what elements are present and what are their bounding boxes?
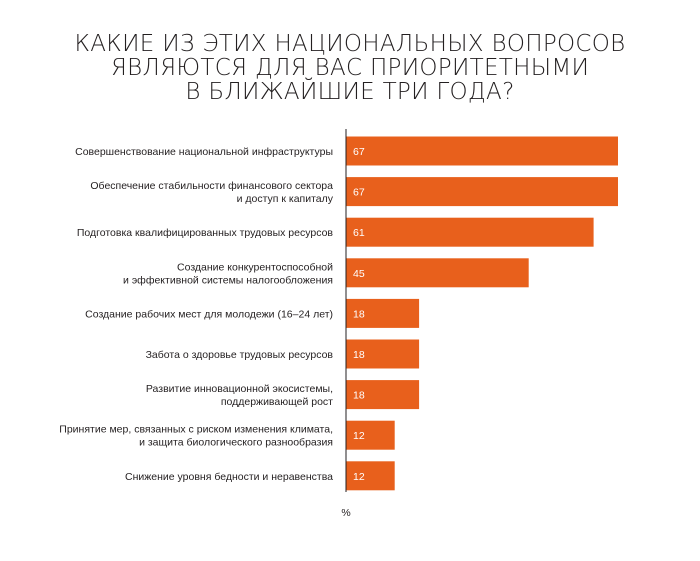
category-label: Развитие инновационной экосистемы, — [146, 383, 333, 395]
bar-value-label: 18 — [353, 349, 365, 361]
chart-title-line: ЯВЛЯЮТСЯ ДЛЯ ВАС ПРИОРИТЕТНЫМИ — [110, 55, 590, 81]
category-label: Снижение уровня бедности и неравенства — [125, 471, 333, 483]
chart-title: КАКИЕ ИЗ ЭТИХ НАЦИОНАЛЬНЫХ ВОПРОСОВ ЯВЛЯ… — [0, 32, 700, 104]
bar — [346, 380, 420, 410]
bar — [346, 258, 529, 288]
category-label: Создание конкурентоспособной — [177, 261, 333, 273]
chart-title-line: В БЛИЖАЙШИЕ ТРИ ГОДА? — [185, 79, 515, 105]
bar-value-label: 12 — [353, 471, 365, 483]
category-label: поддерживающей рост — [221, 396, 333, 408]
category-label: и доступ к капиталу — [237, 193, 334, 205]
bar-value-label: 18 — [353, 308, 365, 320]
category-label: Совершенствование национальной инфрастру… — [75, 146, 333, 158]
bar — [346, 298, 420, 328]
category-label: Обеспечение стабильности финансового сек… — [90, 180, 333, 192]
bar-value-label: 45 — [353, 268, 365, 280]
bar-value-label: 67 — [353, 187, 365, 199]
bar — [346, 136, 618, 166]
bar-value-label: 61 — [353, 227, 365, 239]
bar — [346, 177, 618, 207]
bar — [346, 461, 395, 491]
bar-value-label: 12 — [353, 430, 365, 442]
category-label: Забота о здоровье трудовых ресурсов — [146, 349, 334, 361]
bar — [346, 339, 420, 369]
bar — [346, 217, 594, 247]
unit-label: % — [341, 507, 350, 519]
bar-value-label: 18 — [353, 390, 365, 402]
chart-title-line: КАКИЕ ИЗ ЭТИХ НАЦИОНАЛЬНЫХ ВОПРОСОВ — [74, 31, 626, 57]
bar — [346, 420, 395, 450]
category-label: Принятие мер, связанных с риском изменен… — [59, 424, 333, 436]
category-label: Создание рабочих мест для молодежи (16–2… — [85, 308, 333, 320]
category-label: и защита биологического разнообразия — [139, 437, 333, 449]
category-label: и эффективной системы налогообложения — [123, 274, 333, 286]
category-label: Подготовка квалифицированных трудовых ре… — [77, 227, 334, 239]
bar-value-label: 67 — [353, 146, 365, 158]
